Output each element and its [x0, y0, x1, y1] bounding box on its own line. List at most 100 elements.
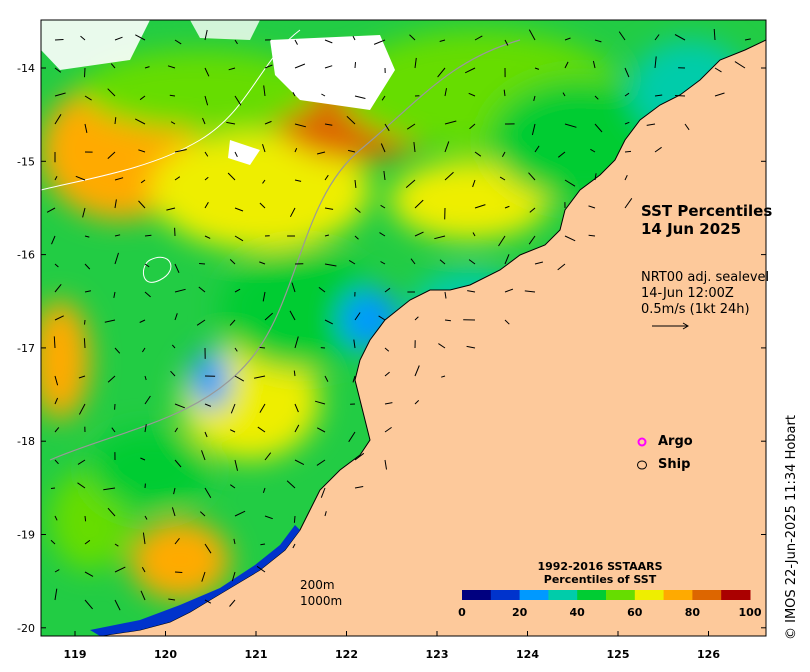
current-arrow: [441, 375, 446, 378]
current-arrow: [264, 515, 273, 520]
current-arrow: [144, 375, 147, 381]
current-arrow: [227, 172, 236, 181]
current-arrow: [469, 123, 476, 130]
current-arrow: [174, 403, 185, 409]
colorbar-label: 40: [570, 606, 586, 619]
current-arrow: [107, 375, 116, 383]
current-arrow: [324, 234, 330, 237]
current-arrow: [204, 29, 208, 41]
current-arrow: [260, 543, 266, 546]
current-arrow: [229, 319, 236, 326]
current-arrow: [414, 231, 424, 237]
current-arrow: [324, 319, 334, 325]
current-arrow: [466, 345, 476, 349]
current-arrow: [264, 120, 272, 125]
current-arrow: [414, 57, 417, 69]
current-arrow: [84, 539, 91, 545]
longitude-axis: 119 120 121 122 123 124 125 126: [64, 631, 720, 661]
current-arrow: [262, 179, 266, 184]
current-arrow: [437, 67, 446, 78]
current-arrow: [114, 199, 117, 209]
colorbar-segment: [692, 590, 722, 600]
current-arrow: [528, 172, 536, 181]
current-arrow: [234, 375, 245, 382]
current-arrow: [174, 313, 178, 321]
current-arrow: [557, 151, 566, 158]
lat-tick-label: -17: [17, 342, 35, 355]
current-arrow: [464, 67, 476, 74]
credit-text: © IMOS 22-Jun-2025 11:34 Hobart: [784, 415, 799, 640]
current-arrow: [291, 282, 296, 293]
current-arrow: [324, 263, 337, 267]
current-arrow: [256, 565, 266, 573]
current-arrow: [114, 234, 121, 237]
current-arrow: [504, 288, 514, 293]
current-arrow: [50, 487, 56, 489]
current-arrow: [293, 370, 296, 377]
current-arrow: [174, 537, 180, 545]
current-arrow: [501, 151, 506, 158]
current-arrow: [316, 427, 326, 433]
current-arrow: [588, 205, 596, 209]
map-title: SST Percentiles 14 Jun 2025: [641, 202, 772, 238]
current-arrow: [54, 263, 59, 268]
current-arrow: [714, 67, 722, 73]
current-arrow: [380, 143, 386, 153]
current-arrow: [352, 35, 356, 41]
current-arrow: [54, 114, 62, 125]
current-arrow: [234, 207, 244, 212]
current-arrow: [444, 171, 454, 181]
current-arrow: [229, 429, 236, 433]
current-arrow: [439, 259, 446, 265]
current-arrow: [594, 123, 603, 133]
current-arrow: [264, 312, 274, 321]
argo-symbol: [637, 437, 647, 447]
current-arrow: [110, 63, 116, 69]
colorbar-segment: [519, 590, 549, 600]
current-arrow: [104, 319, 116, 323]
current-arrow: [54, 92, 66, 97]
current-arrow: [474, 151, 482, 157]
current-arrow: [234, 151, 238, 158]
current-arrow: [294, 403, 299, 413]
current-arrow: [259, 403, 266, 413]
colorbar-label: 100: [739, 606, 762, 619]
current-arrow: [144, 291, 151, 298]
current-arrow: [53, 336, 56, 349]
current-arrow: [263, 85, 266, 97]
current-arrow: [384, 459, 387, 470]
current-arrow: [594, 39, 602, 43]
current-arrow: [144, 66, 150, 69]
current-arrow: [503, 89, 506, 97]
current-arrow: [529, 207, 536, 213]
colorbar-segment: [663, 590, 693, 600]
current-arrow: [166, 207, 176, 211]
current-arrow: [264, 64, 273, 69]
current-arrow: [46, 207, 56, 213]
colorbar-title: 1992-2016 SSTAARS Percentiles of SST: [470, 560, 730, 586]
sst-field: [41, 20, 766, 636]
current-arrow: [378, 315, 386, 321]
current-arrow: [201, 450, 206, 461]
current-arrow: [54, 427, 60, 433]
current-arrow: [384, 123, 390, 132]
current-arrow: [84, 571, 94, 577]
current-arrow: [174, 288, 186, 293]
current-arrow: [204, 67, 210, 77]
current-arrow: [114, 566, 126, 573]
current-arrow: [259, 346, 266, 349]
depth-200: 200m: [300, 578, 335, 592]
current-arrow: [77, 459, 86, 465]
current-arrow: [135, 34, 146, 41]
current-arrow: [294, 459, 305, 466]
current-arrow: [324, 207, 334, 210]
current-arrow: [170, 370, 176, 377]
current-arrow: [286, 480, 296, 489]
current-arrow: [594, 173, 597, 181]
current-arrow: [409, 34, 416, 41]
current-arrow: [564, 179, 576, 187]
current-arrow: [624, 198, 633, 209]
current-arrow: [254, 375, 266, 379]
current-arrow: [204, 543, 212, 554]
